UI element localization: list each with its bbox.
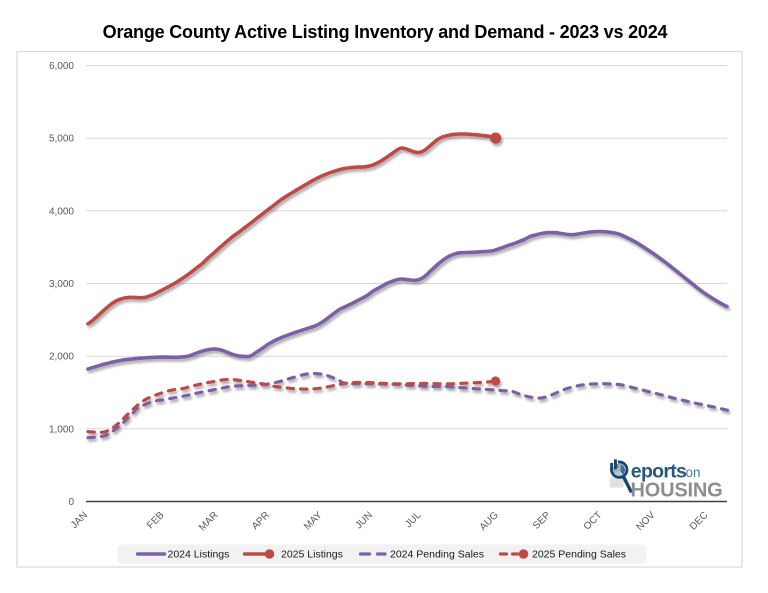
svg-text:5,000: 5,000 (49, 134, 74, 145)
svg-text:eports: eports (631, 461, 687, 483)
svg-text:0: 0 (68, 497, 74, 508)
svg-text:4,000: 4,000 (49, 206, 74, 217)
svg-text:6,000: 6,000 (49, 61, 74, 72)
svg-text:2024 Pending Sales: 2024 Pending Sales (390, 549, 484, 561)
svg-text:2024 Listings: 2024 Listings (168, 549, 230, 561)
svg-text:3,000: 3,000 (49, 279, 74, 290)
svg-text:on: on (686, 465, 701, 480)
svg-text:2025 Listings: 2025 Listings (281, 549, 343, 561)
svg-text:2,000: 2,000 (49, 352, 74, 363)
svg-text:Orange County Active Listing I: Orange County Active Listing Inventory a… (103, 22, 668, 42)
svg-text:HOUSING: HOUSING (631, 480, 723, 502)
svg-text:1,000: 1,000 (49, 424, 74, 435)
svg-text:2025 Pending Sales: 2025 Pending Sales (532, 549, 626, 561)
